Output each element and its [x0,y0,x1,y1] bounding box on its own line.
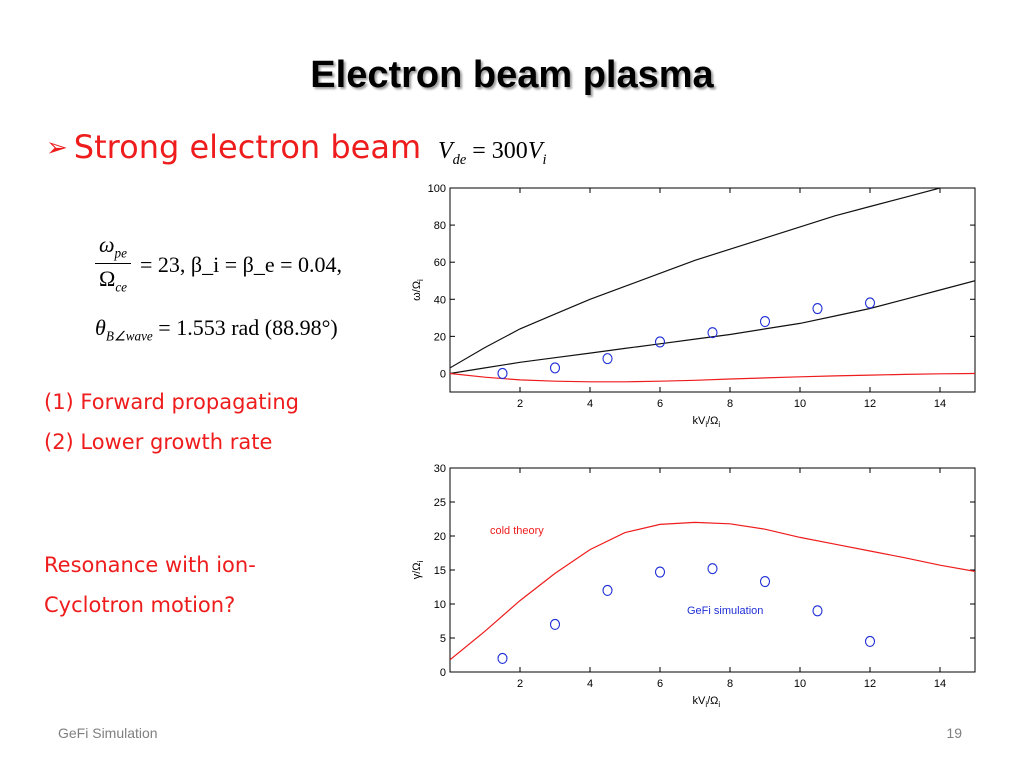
x-tick-label: 6 [657,678,663,690]
chart-annotation: cold theory [490,525,544,537]
y-tick-label: 0 [440,667,446,679]
data-point [864,635,876,647]
data-point [497,367,508,380]
x-tick-label: 14 [934,398,946,410]
y-tick-label: 0 [440,368,446,380]
y-tick-label: 100 [428,183,446,195]
data-point [497,652,508,664]
x-axis-label: kVi/Ωi [693,415,721,429]
page-number: 19 [946,725,962,741]
data-point [707,327,718,339]
data-point [812,605,823,617]
x-tick-label: 10 [794,398,806,410]
plot-frame [449,187,976,393]
x-tick-label: 14 [934,678,946,690]
x-tick-label: 6 [657,398,663,410]
y-tick-label: 5 [440,633,446,645]
series-line [450,372,975,383]
data-point [602,584,613,596]
x-tick-label: 12 [864,678,876,690]
x-tick-label: 4 [587,678,593,690]
y-tick-label: 20 [434,331,446,343]
frequency-ratio: ωpe Ωce [95,232,131,296]
y-tick-label: 10 [434,599,446,611]
data-point [707,563,718,575]
chart-annotation: GeFi simulation [687,605,763,617]
series-line [450,280,975,375]
bullet-text: Strong electron beam [73,128,422,166]
data-point [654,336,666,348]
y-tick-label: 30 [434,463,446,475]
data-point [759,315,771,328]
series-line [450,521,975,661]
data-point [654,566,666,578]
dispersion-chart: 2 4 6 8 10 12 14 0 20 40 60 80 100 kVi/Ωi ω/Ωi [411,183,976,429]
plasma-parameters: = 23, β_i = β_e = 0.04, [140,252,342,277]
resonance-question-line2: Cyclotron motion? [44,593,236,617]
y-tick-label: 15 [434,565,446,577]
arrow-bullet-icon: ➢ [46,133,68,163]
plot-frame [449,467,976,673]
velocity-equation: Vde = 300Vi [438,138,547,168]
x-tick-label: 2 [517,398,523,410]
data-point [602,353,613,365]
x-tick-label: 10 [794,678,806,690]
x-axis-label: kVi/Ωi [693,695,721,709]
y-tick-label: 40 [434,294,446,306]
y-tick-label: 25 [434,497,446,509]
y-axis-label: ω/Ωi [411,279,425,301]
x-tick-label: 12 [864,398,876,410]
series-line [450,188,943,369]
x-tick-label: 8 [727,678,733,690]
x-tick-label: 8 [727,398,733,410]
point-forward-propagating: (1) Forward propagating [44,390,300,414]
y-axis-label: γ/Ωi [411,561,425,580]
footer-label: GeFi Simulation [58,725,158,741]
resonance-question-line1: Resonance with ion- [44,553,256,577]
y-tick-label: 60 [434,257,446,269]
y-tick-label: 80 [434,220,446,232]
data-point [549,618,561,630]
x-tick-label: 2 [517,678,523,690]
growth-rate-chart: 2 4 6 8 10 12 14 0 5 10 15 20 25 30 kVi/Ωi γ/Ωi cold the… [411,463,976,709]
data-point [864,297,876,309]
y-tick-label: 20 [434,531,446,543]
wave-angle-equation: θB∠wave = 1.553 rad (88.98°) [95,315,338,344]
data-point [759,576,771,588]
data-point [549,362,561,374]
data-point [812,302,823,315]
slide-title: Electron beam plasma [310,54,714,96]
bullet-strong-electron-beam: ➢ Strong electron beam [46,128,421,166]
x-tick-label: 4 [587,398,593,410]
point-lower-growth-rate: (2) Lower growth rate [44,430,273,454]
